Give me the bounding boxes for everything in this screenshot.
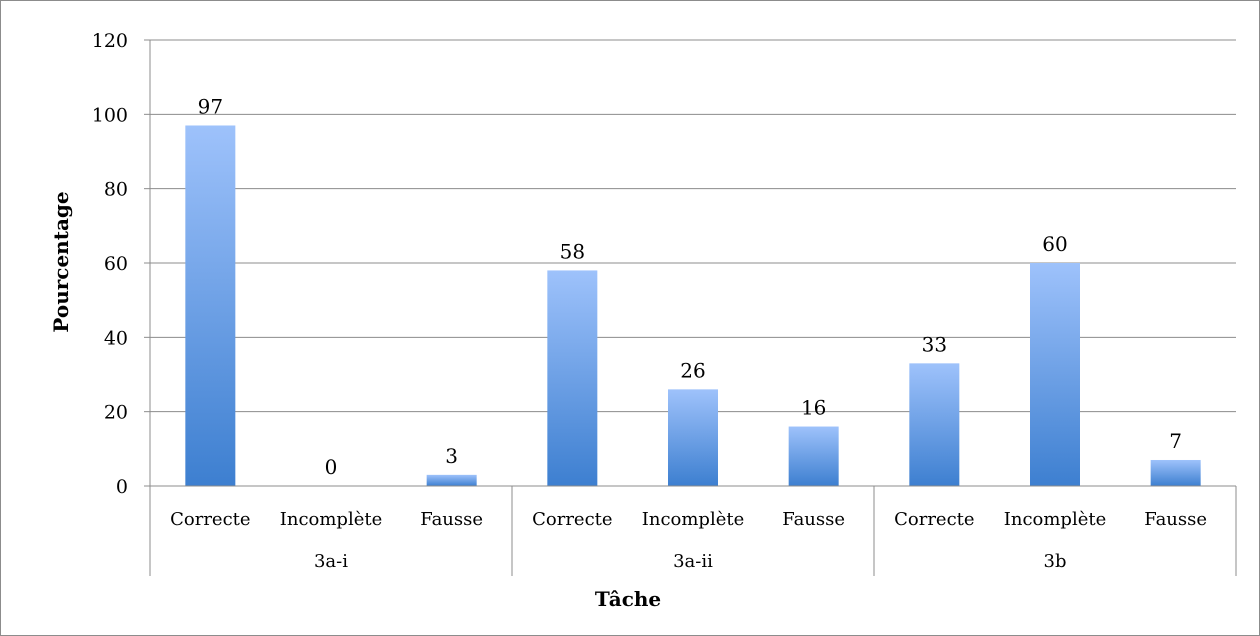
x-group-label: 3a-ii bbox=[673, 551, 713, 572]
y-tick-label: 80 bbox=[104, 179, 128, 201]
x-category-label: Correcte bbox=[170, 509, 250, 530]
y-axis-title: Pourcentage bbox=[49, 191, 73, 332]
bars bbox=[185, 125, 1201, 486]
bar bbox=[426, 474, 477, 486]
y-tick-label: 100 bbox=[92, 104, 128, 126]
bar bbox=[547, 270, 598, 486]
x-category-label: Fausse bbox=[1144, 509, 1207, 530]
y-tick-label: 40 bbox=[104, 327, 128, 349]
x-category-label: Fausse bbox=[420, 509, 483, 530]
y-tick-label: 20 bbox=[104, 402, 128, 424]
x-axis-title: Tâche bbox=[595, 587, 661, 611]
data-label: 33 bbox=[922, 332, 947, 356]
x-axis: Correcte Incomplète Fausse 3a-i Correcte Inco… bbox=[149, 485, 1237, 576]
y-axis-ticks: 0 20 40 60 80 100 120 bbox=[92, 30, 128, 498]
y-tick-label: 120 bbox=[92, 30, 128, 52]
bar bbox=[1150, 459, 1201, 486]
x-category-label: Correcte bbox=[894, 509, 974, 530]
data-label: 58 bbox=[560, 239, 585, 263]
x-group-label: 3a-i bbox=[314, 551, 348, 572]
y-tick-label: 0 bbox=[116, 476, 128, 498]
y-tick-label: 60 bbox=[104, 253, 128, 275]
data-label: 60 bbox=[1042, 232, 1067, 256]
data-label: 7 bbox=[1169, 429, 1182, 453]
data-label: 16 bbox=[801, 396, 826, 420]
data-label: 3 bbox=[445, 444, 458, 468]
x-category-label: Fausse bbox=[782, 509, 845, 530]
x-category-label: Incomplète bbox=[280, 509, 383, 530]
data-labels: 97 0 3 58 26 16 33 60 7 bbox=[198, 94, 1182, 479]
x-category-label: Incomplète bbox=[1004, 509, 1107, 530]
bar bbox=[668, 389, 718, 486]
data-label: 0 bbox=[325, 455, 338, 479]
x-category-label: Incomplète bbox=[642, 509, 745, 530]
data-label: 26 bbox=[680, 358, 705, 382]
x-group-label: 3b bbox=[1044, 551, 1067, 572]
x-category-label: Correcte bbox=[532, 509, 612, 530]
bar bbox=[788, 426, 839, 486]
data-label: 97 bbox=[198, 94, 223, 118]
bar bbox=[1030, 263, 1080, 486]
bar bbox=[909, 363, 960, 486]
bar bbox=[185, 125, 236, 486]
